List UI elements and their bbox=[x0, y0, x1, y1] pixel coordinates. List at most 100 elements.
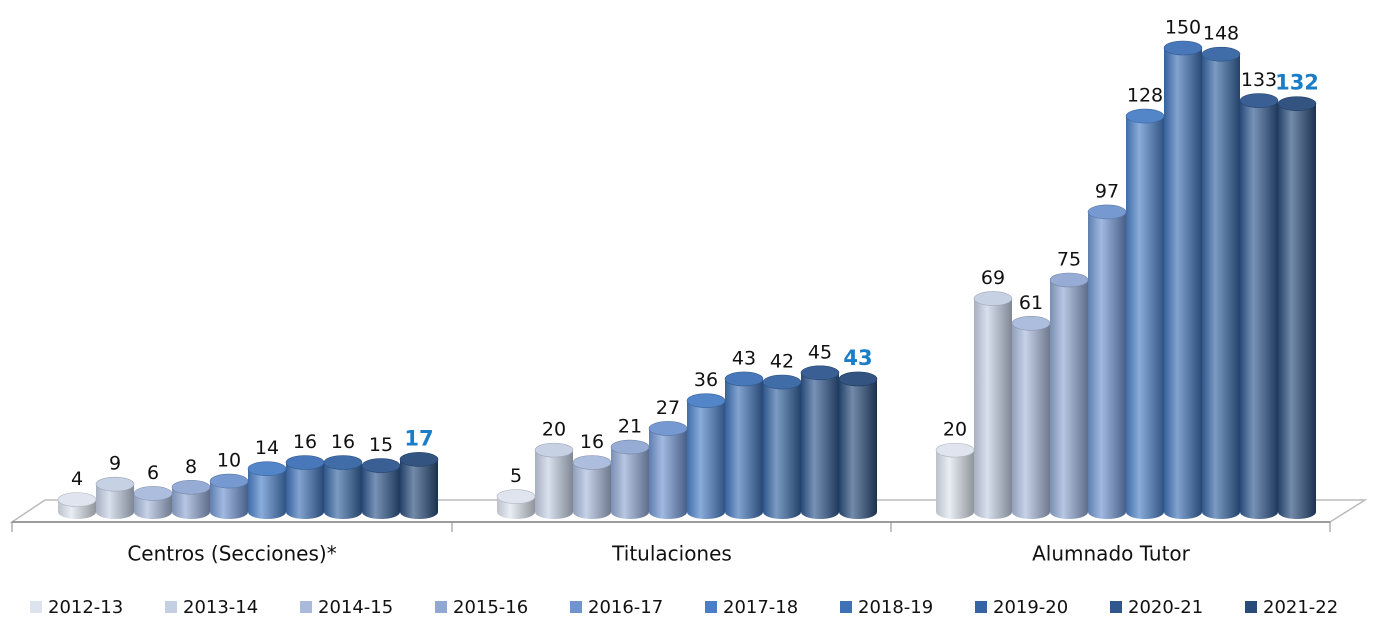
bar bbox=[687, 400, 725, 519]
value-label: 15 bbox=[369, 434, 393, 456]
value-label: 148 bbox=[1203, 23, 1239, 45]
legend-swatch bbox=[570, 601, 582, 613]
bar bbox=[936, 450, 974, 519]
x-tick-label: Alumnado Tutor bbox=[1032, 542, 1191, 566]
legend-swatch bbox=[165, 601, 177, 613]
legend-label: 2021-22 bbox=[1263, 597, 1338, 618]
legend-swatch bbox=[705, 601, 717, 613]
bar-cap bbox=[1277, 96, 1317, 111]
bar-cap bbox=[285, 455, 325, 470]
bar bbox=[400, 459, 438, 519]
legend-swatch bbox=[30, 601, 42, 613]
value-label: 5 bbox=[510, 465, 522, 487]
value-label: 6 bbox=[147, 462, 159, 484]
x-tick-label: Centros (Secciones)* bbox=[127, 542, 336, 566]
bar bbox=[1202, 54, 1240, 519]
value-label: 20 bbox=[542, 419, 566, 441]
bar-cap bbox=[399, 452, 439, 467]
bar-cap bbox=[1087, 204, 1127, 220]
bar bbox=[210, 481, 248, 519]
legend-swatch bbox=[840, 601, 852, 613]
value-label: 17 bbox=[404, 426, 433, 450]
x-tick-label: Titulaciones bbox=[611, 542, 732, 566]
bar-cap bbox=[171, 479, 211, 495]
bar bbox=[725, 378, 763, 519]
legend-label: 2018-19 bbox=[858, 597, 933, 618]
legend-label: 2012-13 bbox=[48, 597, 123, 618]
value-label: 27 bbox=[656, 397, 680, 419]
bar bbox=[839, 378, 877, 519]
bar bbox=[801, 372, 839, 519]
bar-cap bbox=[724, 371, 764, 387]
value-label: 4 bbox=[71, 468, 83, 490]
legend-swatch bbox=[435, 601, 447, 613]
value-label: 16 bbox=[331, 431, 355, 453]
bar bbox=[362, 465, 400, 519]
value-label: 16 bbox=[580, 431, 604, 453]
value-label: 61 bbox=[1019, 292, 1043, 314]
value-label: 150 bbox=[1165, 17, 1201, 39]
bar bbox=[1088, 211, 1126, 520]
legend-swatch bbox=[1110, 601, 1122, 613]
bar bbox=[535, 450, 573, 519]
bar-cap bbox=[1239, 93, 1279, 108]
value-label: 20 bbox=[943, 419, 967, 441]
bar bbox=[573, 462, 611, 519]
bar bbox=[324, 462, 362, 519]
value-label: 97 bbox=[1095, 180, 1119, 202]
value-label: 128 bbox=[1127, 85, 1163, 107]
bar-cap bbox=[762, 374, 802, 390]
bar-cap bbox=[572, 455, 612, 470]
value-label: 69 bbox=[981, 267, 1005, 289]
bar-cap bbox=[496, 489, 536, 504]
value-label: 21 bbox=[618, 416, 642, 438]
bar bbox=[286, 462, 324, 519]
bar-cap bbox=[247, 461, 287, 476]
bar-cap bbox=[1011, 316, 1051, 331]
bar bbox=[1278, 103, 1316, 520]
value-label: 42 bbox=[770, 351, 794, 373]
legend-label: 2015-16 bbox=[453, 597, 528, 618]
value-label: 36 bbox=[694, 369, 718, 391]
legend-label: 2014-15 bbox=[318, 597, 393, 618]
bar-cap bbox=[95, 476, 135, 492]
legend-swatch bbox=[975, 601, 987, 613]
value-label: 43 bbox=[732, 347, 756, 369]
bar bbox=[1126, 116, 1164, 519]
bar-cap bbox=[209, 473, 249, 489]
legend-label: 2016-17 bbox=[588, 597, 663, 618]
bar-cap bbox=[57, 492, 97, 507]
bar-cap bbox=[1163, 40, 1203, 56]
value-label: 43 bbox=[843, 346, 872, 370]
bar bbox=[611, 447, 649, 519]
bar-cap bbox=[648, 421, 688, 436]
bar-cap bbox=[1201, 46, 1241, 62]
value-label: 133 bbox=[1241, 69, 1277, 91]
bar-cap bbox=[973, 291, 1013, 306]
value-label: 75 bbox=[1057, 249, 1081, 271]
bar-cap bbox=[800, 365, 840, 381]
bar-cap bbox=[838, 371, 878, 387]
bar-cap bbox=[610, 439, 650, 455]
value-label: 45 bbox=[808, 341, 832, 363]
bar-cap bbox=[686, 393, 726, 408]
bar-cap bbox=[133, 486, 173, 501]
value-label: 8 bbox=[185, 456, 197, 478]
bar bbox=[763, 382, 801, 519]
legend-swatch bbox=[300, 601, 312, 613]
bar bbox=[974, 298, 1012, 519]
value-label: 10 bbox=[217, 450, 241, 472]
bar bbox=[649, 428, 687, 519]
bar bbox=[172, 487, 210, 519]
bar-cap bbox=[323, 455, 363, 470]
bar bbox=[1050, 280, 1088, 519]
bar bbox=[1012, 323, 1050, 519]
value-label: 132 bbox=[1275, 71, 1319, 95]
value-label: 16 bbox=[293, 431, 317, 453]
bar-cap bbox=[361, 458, 401, 473]
bar bbox=[248, 468, 286, 519]
bar-cap bbox=[935, 442, 975, 458]
legend-label: 2017-18 bbox=[723, 597, 798, 618]
value-label: 9 bbox=[109, 453, 121, 475]
